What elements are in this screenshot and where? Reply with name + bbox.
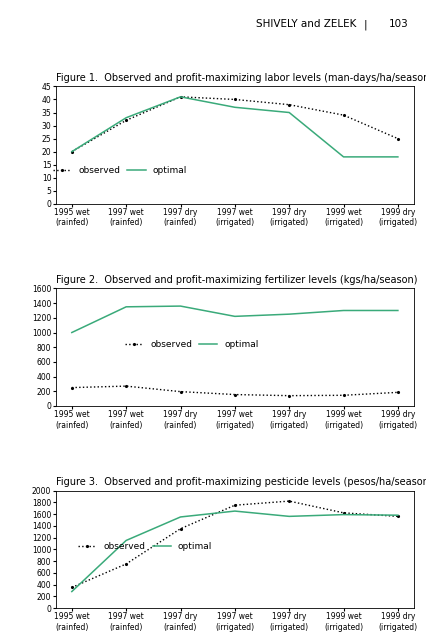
- optimal: [232, 312, 237, 320]
- observed: [286, 497, 291, 505]
- optimal: [69, 148, 74, 156]
- Line: observed: observed: [70, 499, 399, 589]
- optimal: [178, 302, 183, 310]
- observed: [286, 392, 291, 399]
- observed: [123, 116, 128, 124]
- observed: [69, 584, 74, 591]
- optimal: [340, 307, 345, 314]
- observed: [340, 392, 345, 399]
- optimal: [69, 588, 74, 595]
- Text: Figure 1.  Observed and profit-maximizing labor levels (man-days/ha/season): Figure 1. Observed and profit-maximizing…: [55, 73, 426, 83]
- observed: [394, 135, 400, 143]
- optimal: [286, 513, 291, 520]
- optimal: [69, 329, 74, 337]
- Legend: observed, optimal: observed, optimal: [49, 163, 190, 179]
- observed: [394, 513, 400, 520]
- Line: optimal: optimal: [72, 511, 397, 591]
- optimal: [394, 153, 400, 161]
- optimal: [123, 114, 128, 122]
- optimal: [178, 513, 183, 521]
- optimal: [123, 536, 128, 544]
- observed: [232, 390, 237, 398]
- Text: |: |: [363, 19, 366, 29]
- observed: [69, 148, 74, 156]
- optimal: [232, 104, 237, 111]
- Text: SHIVELY and ZELEK: SHIVELY and ZELEK: [256, 19, 356, 29]
- optimal: [123, 303, 128, 310]
- observed: [178, 388, 183, 396]
- observed: [69, 384, 74, 392]
- observed: [123, 560, 128, 568]
- optimal: [232, 508, 237, 515]
- Line: optimal: optimal: [72, 306, 397, 333]
- optimal: [340, 511, 345, 518]
- optimal: [340, 153, 345, 161]
- Line: observed: observed: [70, 95, 399, 154]
- observed: [178, 93, 183, 100]
- Text: Figure 3.  Observed and profit-maximizing pesticide levels (pesos/ha/season): Figure 3. Observed and profit-maximizing…: [55, 477, 426, 487]
- Text: 103: 103: [388, 19, 407, 29]
- observed: [340, 509, 345, 516]
- observed: [232, 95, 237, 103]
- Text: Figure 2.  Observed and profit-maximizing fertilizer levels (kgs/ha/season): Figure 2. Observed and profit-maximizing…: [55, 275, 416, 285]
- observed: [178, 525, 183, 532]
- Legend: observed, optimal: observed, optimal: [121, 337, 262, 353]
- Line: observed: observed: [70, 385, 399, 397]
- observed: [286, 101, 291, 109]
- optimal: [286, 310, 291, 318]
- optimal: [394, 511, 400, 519]
- optimal: [286, 109, 291, 116]
- observed: [340, 111, 345, 119]
- optimal: [394, 307, 400, 314]
- observed: [394, 388, 400, 396]
- Legend: observed, optimal: observed, optimal: [74, 539, 216, 555]
- observed: [232, 501, 237, 509]
- observed: [123, 382, 128, 390]
- Line: optimal: optimal: [72, 97, 397, 157]
- optimal: [178, 93, 183, 100]
